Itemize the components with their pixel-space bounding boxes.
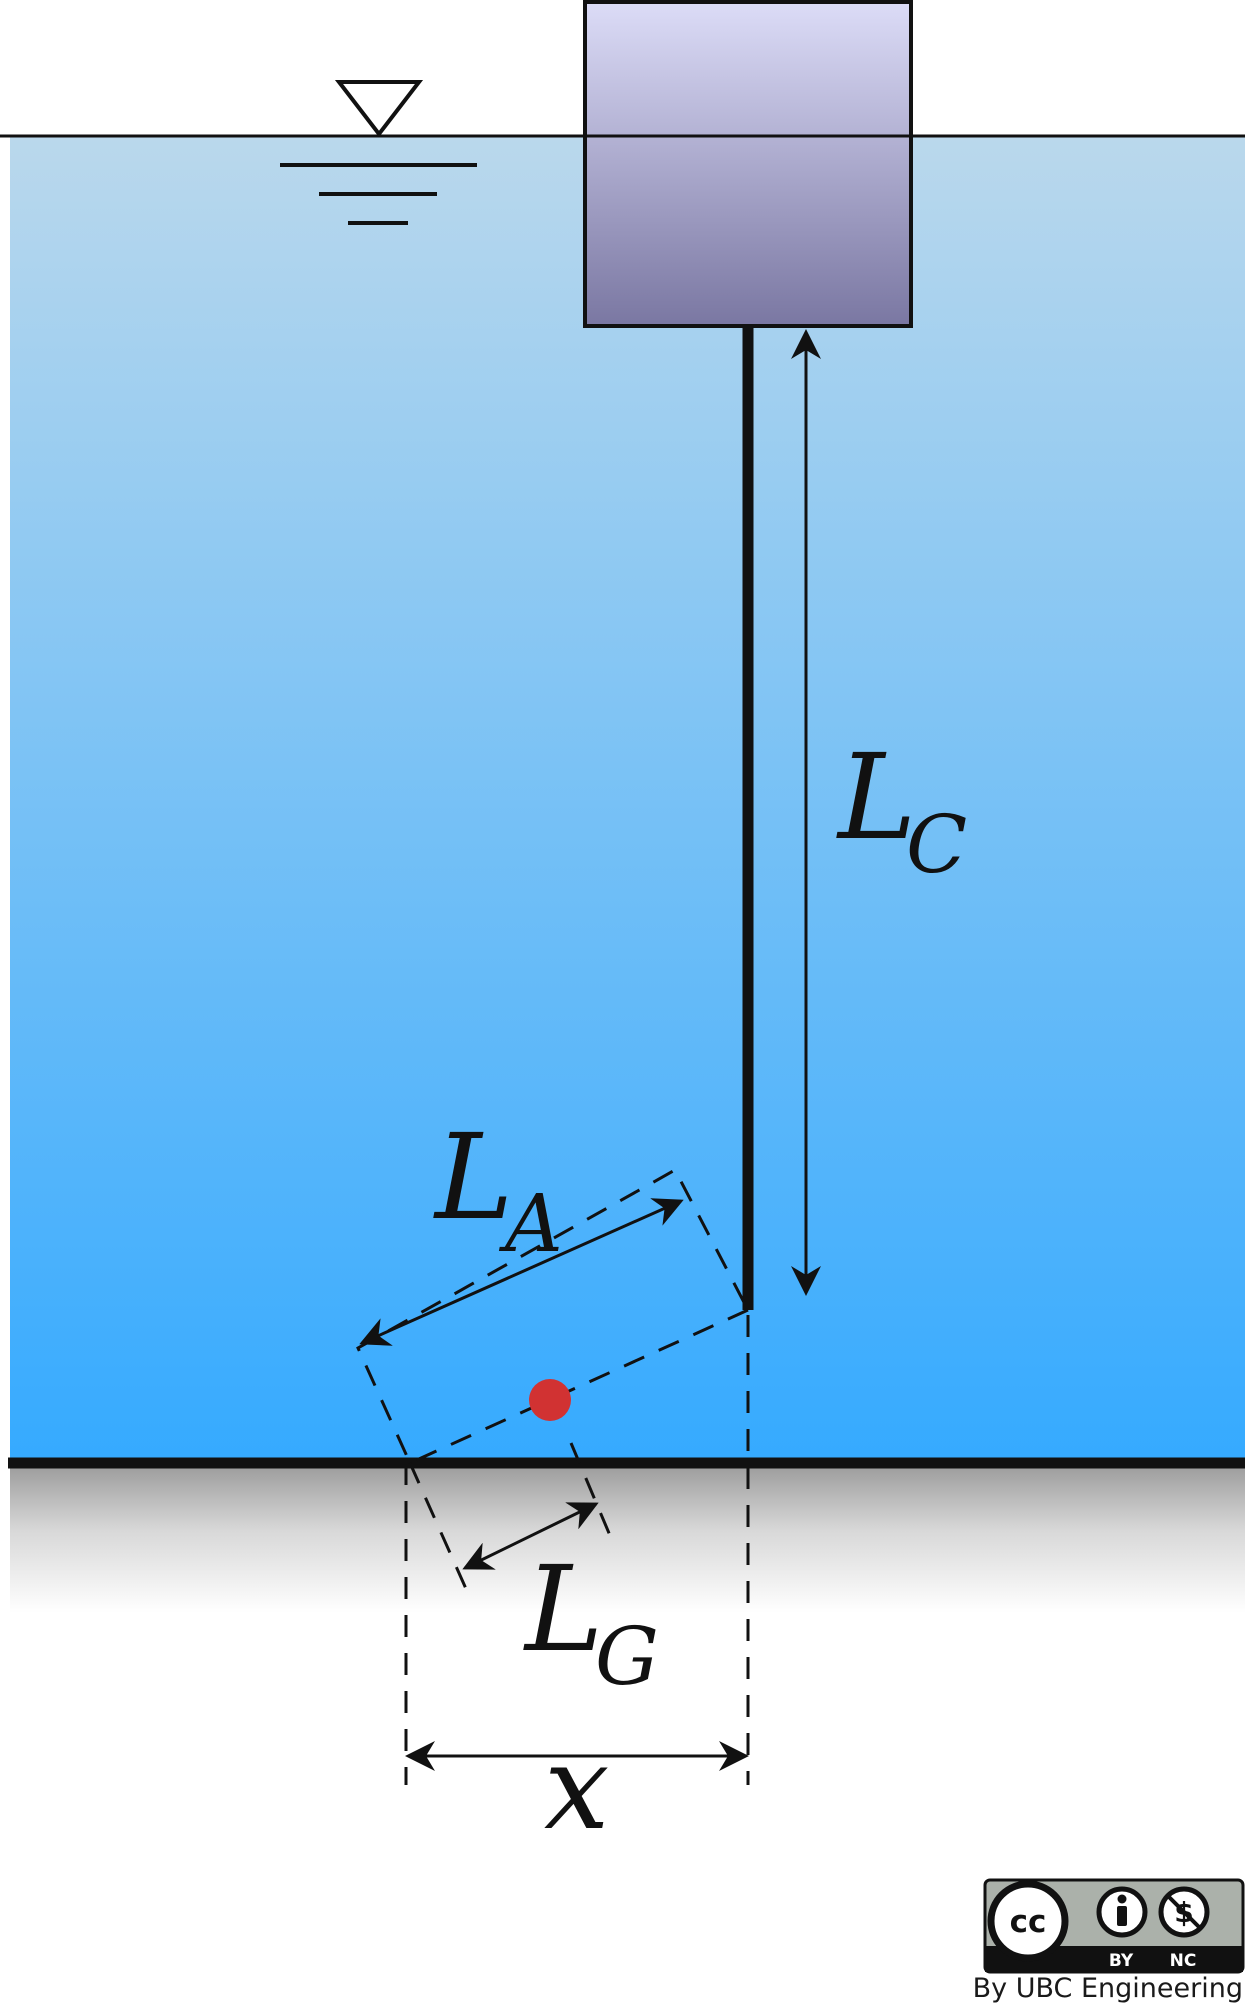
la-dimension-arrow <box>359 1198 684 1346</box>
cc-text: cc <box>1010 1904 1047 1940</box>
seabed-ground <box>10 1463 1245 1613</box>
no-dollar-icon: $ <box>1158 1886 1210 1938</box>
anchor-block-outline <box>356 1167 751 1465</box>
label-lg-sub: G <box>595 1610 659 1703</box>
credit-text: By UBC Engineering <box>973 1973 1243 2004</box>
center-of-gravity-dot <box>529 1379 571 1421</box>
label-la-sub: A <box>498 1177 563 1270</box>
license-badge: cc $ BY NC <box>983 1878 1245 1974</box>
license-by-text: BY <box>1109 1951 1134 1971</box>
lg-dimension-arrow <box>462 1502 599 1570</box>
label-lg: L G <box>523 1540 659 1703</box>
lg-extension-right <box>569 1442 616 1546</box>
license-nc-text: NC <box>1170 1951 1197 1971</box>
person-icon <box>1096 1886 1148 1938</box>
label-lc: L C <box>836 728 967 891</box>
label-la-main: L <box>433 1108 513 1246</box>
lg-extension-left <box>408 1462 473 1601</box>
label-lc-main: L <box>836 728 916 866</box>
label-lc-sub: C <box>906 798 967 891</box>
water-surface-symbol-icon <box>280 80 477 225</box>
water-body <box>10 136 1245 1463</box>
label-lg-main: L <box>523 1540 603 1678</box>
label-la: L A <box>433 1108 563 1270</box>
cc-icon <box>987 1880 1069 1962</box>
label-x: x <box>544 1721 609 1856</box>
float-box <box>583 0 913 328</box>
